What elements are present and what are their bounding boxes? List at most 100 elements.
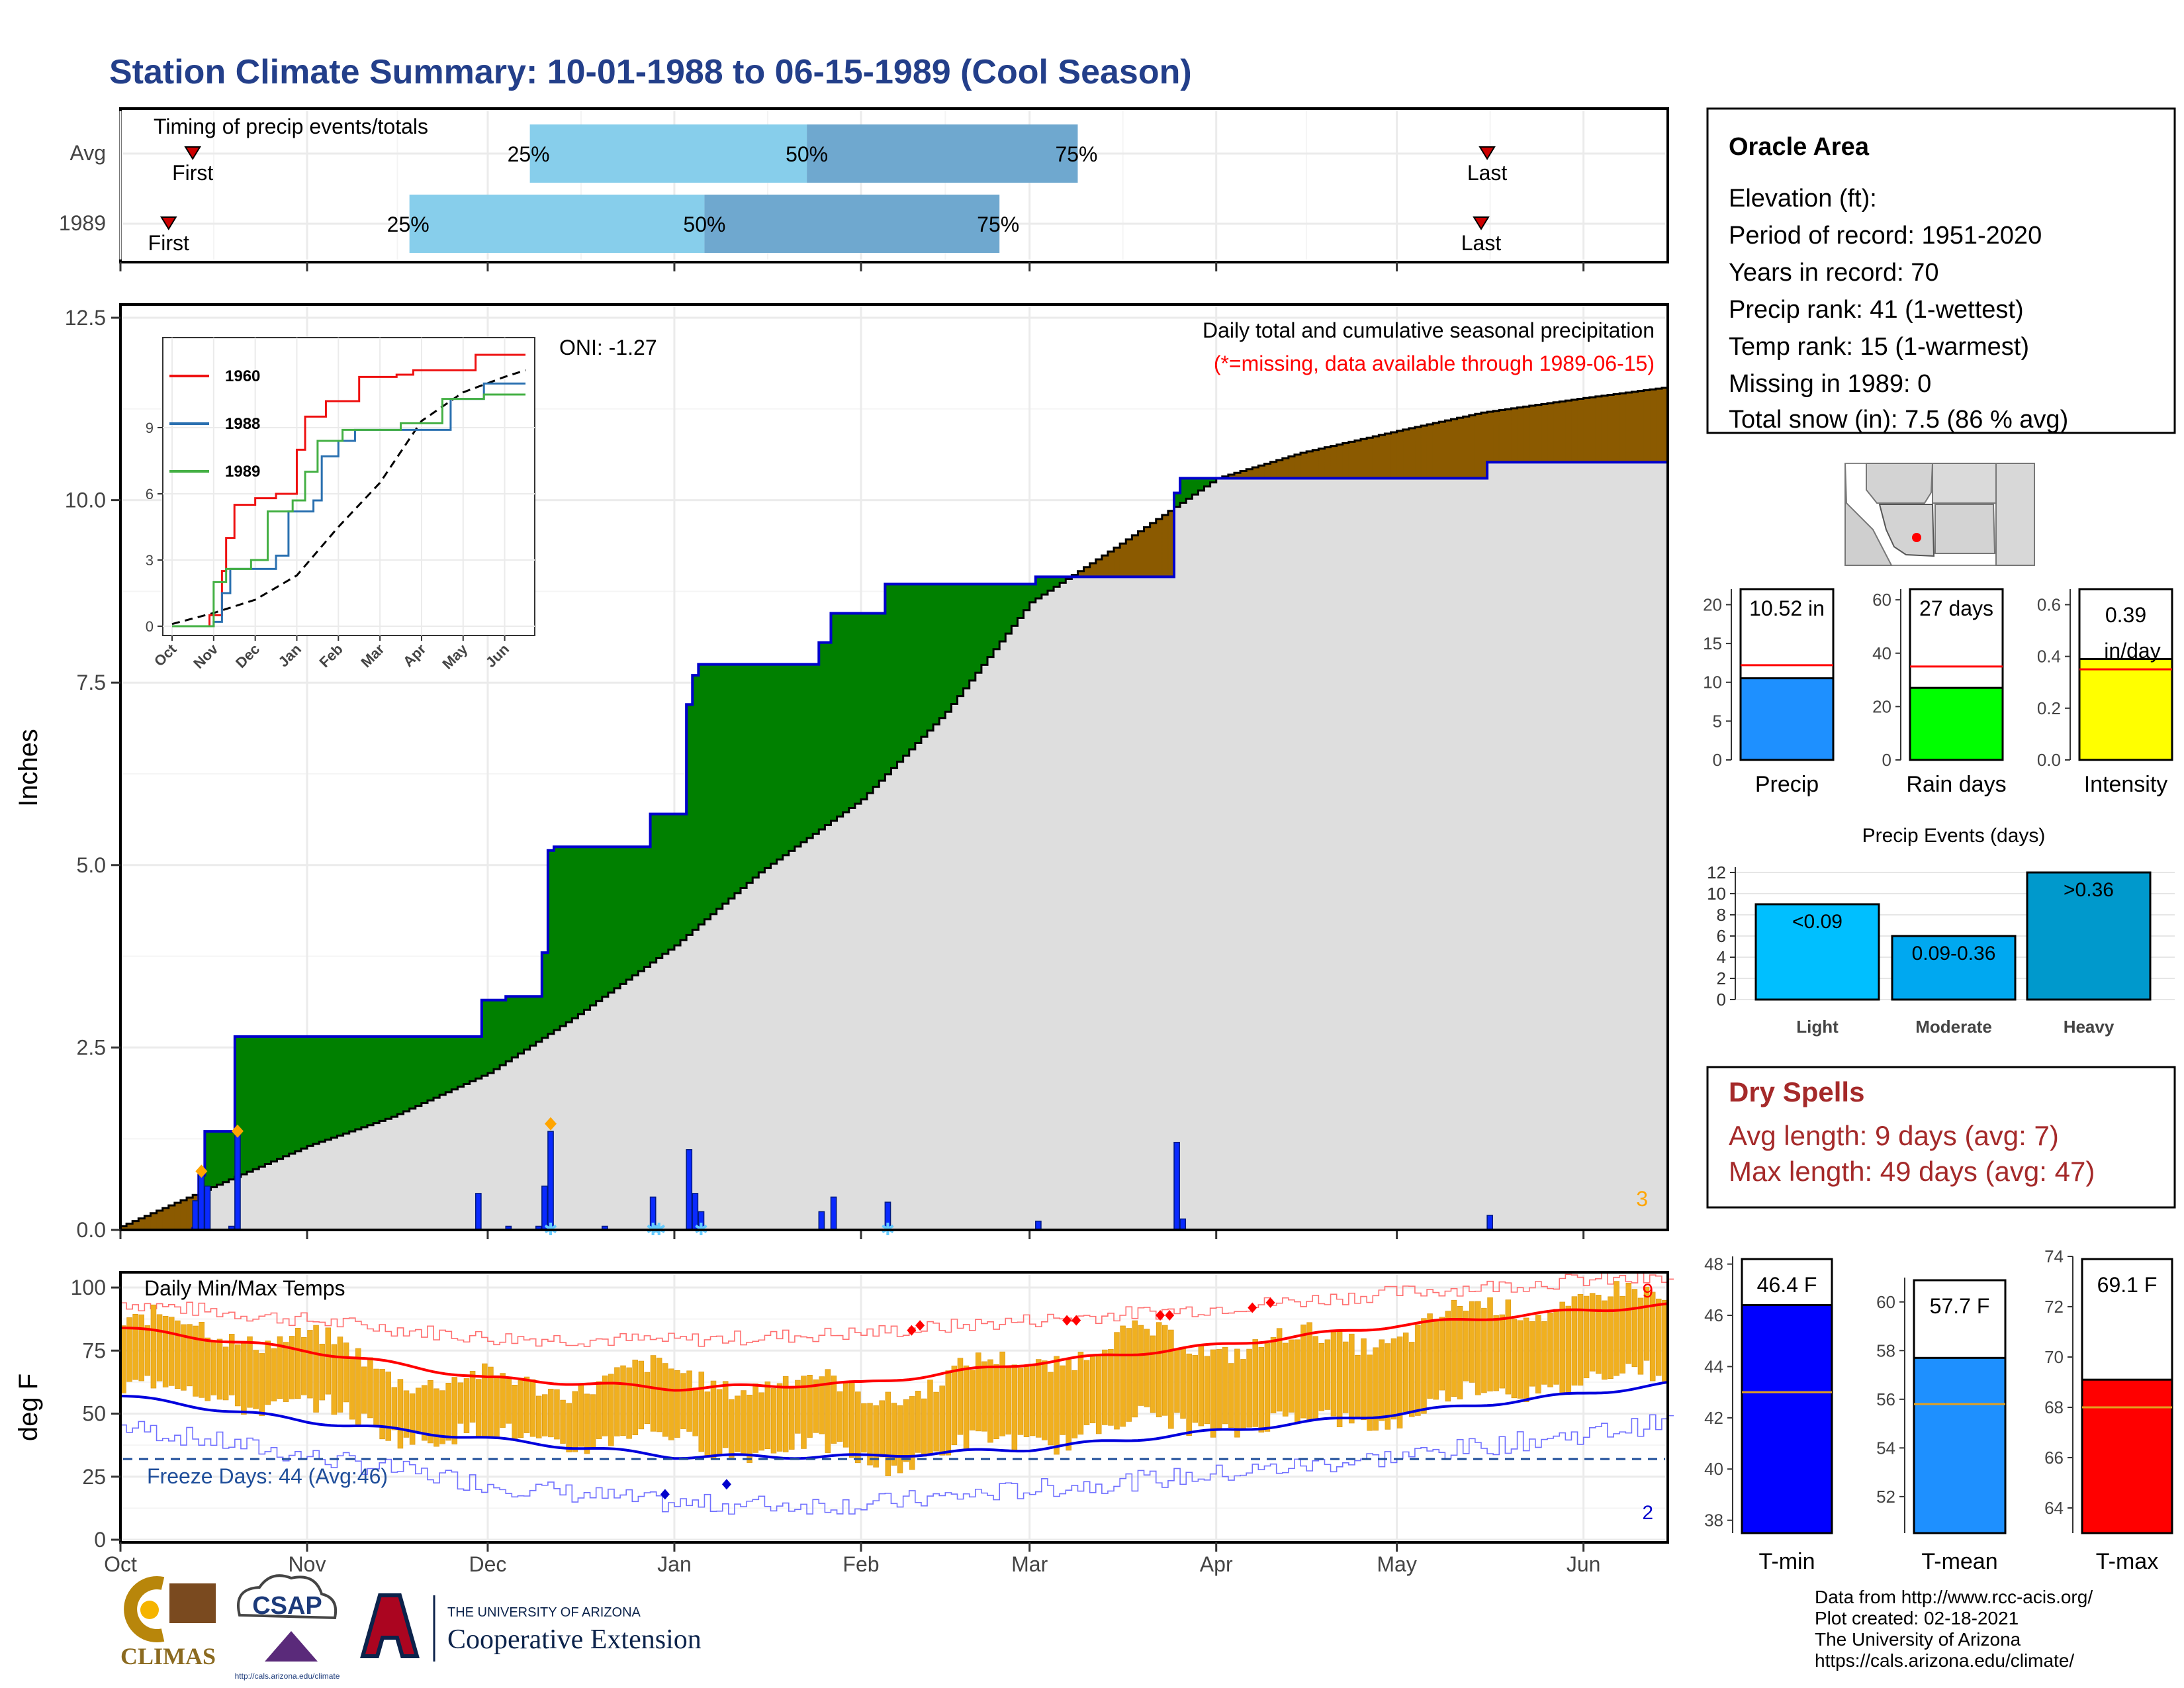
inset-legend-label-1989: 1989 (225, 463, 260, 481)
inset-legend-label-1988: 1988 (225, 415, 260, 433)
station-location-marker (1912, 533, 1921, 542)
inset-legend-label-1960: 1960 (225, 367, 260, 385)
timing-year-first-marker (159, 216, 177, 230)
timing-row-avg: Avg (69, 141, 106, 165)
events-bar-value: 0.09-0.36 (1912, 943, 1996, 964)
record-low-marker (660, 1489, 670, 1500)
summary-y-tick-label: 40 (1872, 643, 1891, 663)
record-high-marker (1156, 1309, 1165, 1321)
events-y-tick-label: 6 (1717, 926, 1726, 946)
summary-y-tick-label: 60 (1872, 590, 1891, 610)
precip-y-tick-label: 10.0 (65, 489, 106, 512)
summary-y-tick-label: 20 (1872, 696, 1891, 716)
temp-summary-y-tick-label: 66 (2044, 1448, 2064, 1468)
inset-y-tick-label: 6 (146, 486, 154, 502)
temp-summary-y-tick-label: 70 (2044, 1347, 2064, 1367)
daily-precip-bar (818, 1211, 825, 1231)
ua-small-text: THE UNIVERSITY OF ARIZONA (447, 1605, 641, 1620)
timing-avg-first-marker (184, 146, 201, 160)
month-tick-label: Apr (1200, 1552, 1233, 1576)
daily-precip-bar (686, 1149, 693, 1231)
climas-block (169, 1583, 216, 1623)
daily-precip-bar (1173, 1141, 1180, 1231)
temp-summary-value: 46.4 F (1757, 1273, 1817, 1297)
credit-line-2: Plot created: 02-18-2021 (1815, 1608, 2019, 1628)
summary-y-tick-label: 0 (1713, 750, 1722, 770)
events-y-tick-label: 12 (1707, 863, 1726, 882)
daily-precip-bar (192, 1200, 199, 1231)
precip-y-tick-label: 0.0 (77, 1218, 106, 1242)
ua-logo: THE UNIVERSITY OF ARIZONA Cooperative Ex… (360, 1593, 702, 1662)
summary-bar-rain-days (1909, 686, 2004, 761)
events-y-tick-label: 10 (1707, 884, 1726, 904)
month-tick-label: Jan (657, 1552, 692, 1576)
precip-header: Daily total and cumulative seasonal prec… (1203, 318, 1655, 342)
dry-spells-max: Max length: 49 days (avg: 47) (1729, 1156, 2095, 1187)
summary-bar-label: Rain days (1906, 772, 2006, 797)
credit-line-3: The University of Arizona (1815, 1629, 2021, 1650)
events-y-tick-label: 4 (1717, 947, 1726, 967)
timing-row-year: 1989 (59, 211, 106, 235)
summary-y-tick-label: 0.6 (2037, 594, 2061, 614)
daily-precip-bar (1179, 1218, 1187, 1231)
temp-summary-bar-t-min (1741, 1304, 1833, 1534)
temp-summary-y-tick-label: 44 (1704, 1356, 1723, 1376)
logos: CLIMAS CSAP http://cals.arizona.edu/clim… (120, 1574, 702, 1681)
inset-series-1988 (172, 382, 525, 628)
timing-year-last-marker (1473, 216, 1490, 230)
precip-y-tick-label: 5.0 (77, 853, 106, 877)
climas-c-shape (124, 1576, 165, 1642)
csap-wordmark: CSAP (252, 1592, 322, 1620)
inset-climo-line (171, 369, 526, 626)
temp-summary-label: T-mean (1921, 1549, 1997, 1574)
missing-note: (*=missing, data available through 1989-… (1214, 352, 1655, 375)
figure-title: Station Climate Summary: 10-01-1988 to 0… (109, 53, 1192, 91)
missing-count: 3 (1636, 1187, 1648, 1211)
map-texas (1995, 463, 2035, 566)
temp-summary-y-tick-label: 54 (1876, 1438, 1895, 1458)
summary-y-tick-label: 5 (1713, 711, 1722, 731)
events-bar-value: >0.36 (2064, 879, 2114, 901)
inset-series-1960 (172, 353, 525, 628)
summary-value-unit: in/day (2104, 639, 2160, 663)
station-name: Oracle Area (1729, 133, 1870, 161)
map-nevada-utah (1866, 463, 1934, 504)
summary-y-tick-label: 0.4 (2037, 647, 2061, 667)
record-daily-marker (231, 1124, 244, 1138)
temp-summary-y-tick-label: 48 (1704, 1254, 1723, 1274)
timing-label: Timing of precip events/totals (154, 115, 428, 138)
credits: Data from http://www.rcc-acis.org/ Plot … (1815, 1587, 2093, 1671)
map-arizona (1878, 504, 1935, 557)
csap-cloud (237, 1574, 337, 1620)
csap-url: http://cals.arizona.edu/climate (235, 1671, 340, 1681)
events-y-tick-label: 8 (1717, 905, 1726, 925)
precip-y-tick-label: 12.5 (65, 306, 106, 330)
record-high-marker (915, 1320, 925, 1331)
station-years: Years in record: 70 (1729, 259, 1939, 287)
summary-y-tick-label: 0.2 (2037, 698, 2061, 718)
precip-y-tick-label: 7.5 (77, 671, 106, 694)
timing-avg-label-50: 50% (786, 142, 828, 166)
temp-summary-bar-t-max (2081, 1378, 2173, 1534)
station-frame (1706, 107, 2176, 434)
daily-temperature-bars (120, 1281, 1668, 1476)
ua-big-text: Cooperative Extension (447, 1624, 702, 1655)
map-california (1844, 463, 1893, 566)
timing-year-q50-q75-bar (704, 195, 1000, 253)
observed-cumulative-line (120, 461, 1668, 1231)
locator-map (1844, 463, 2035, 566)
month-tick-label: Nov (289, 1552, 326, 1576)
temp-y-tick-label: 100 (71, 1276, 106, 1299)
precip-y-label: Inches (14, 729, 43, 807)
month-tick-label: May (1377, 1552, 1416, 1576)
record-high-marker (1071, 1315, 1081, 1326)
temp-y-tick-label: 75 (82, 1338, 106, 1362)
month-tick-label: Mar (1011, 1552, 1048, 1576)
record-high-marker (1062, 1315, 1072, 1326)
record-high-count: 9 (1642, 1280, 1653, 1302)
timing-avg-last-marker (1479, 146, 1496, 160)
temp-summary-y-tick-label: 42 (1704, 1408, 1723, 1428)
temp-summary-y-tick-label: 74 (2044, 1246, 2064, 1266)
